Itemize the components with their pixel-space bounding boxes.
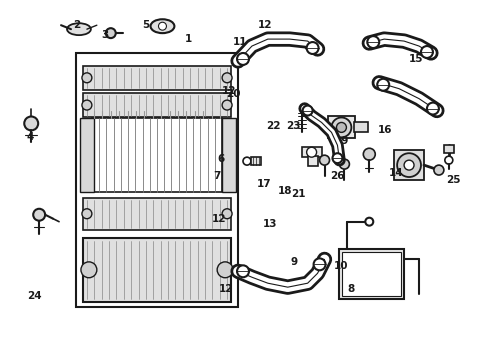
Circle shape: [24, 117, 38, 130]
Circle shape: [363, 148, 374, 160]
Bar: [307, 156, 317, 166]
Circle shape: [82, 100, 92, 110]
Circle shape: [222, 100, 232, 110]
Text: 1: 1: [184, 34, 192, 44]
Circle shape: [222, 73, 232, 83]
Text: 23: 23: [285, 121, 300, 131]
Bar: [301, 147, 321, 157]
Text: 8: 8: [347, 284, 354, 294]
Circle shape: [365, 218, 372, 226]
Circle shape: [82, 209, 92, 219]
Text: 12: 12: [218, 284, 233, 294]
Circle shape: [81, 262, 97, 278]
Circle shape: [331, 117, 351, 137]
Circle shape: [158, 22, 166, 30]
Circle shape: [376, 79, 388, 91]
Bar: [443, 145, 453, 153]
Text: 10: 10: [333, 261, 347, 271]
Text: 5: 5: [142, 19, 150, 30]
Bar: [339, 249, 403, 299]
Bar: [342, 252, 400, 296]
Circle shape: [237, 265, 248, 277]
Text: 14: 14: [388, 168, 403, 178]
Bar: [80, 118, 94, 192]
Bar: [327, 117, 355, 138]
Text: 26: 26: [329, 171, 344, 181]
Circle shape: [396, 153, 420, 177]
Text: 16: 16: [378, 125, 392, 135]
Circle shape: [313, 258, 325, 270]
Circle shape: [243, 157, 250, 165]
Circle shape: [82, 73, 92, 83]
Bar: [354, 122, 367, 132]
Circle shape: [426, 103, 438, 114]
Bar: [393, 150, 423, 180]
Circle shape: [366, 36, 379, 48]
Text: 9: 9: [290, 257, 297, 267]
Bar: [83, 93, 231, 117]
Text: 21: 21: [290, 189, 305, 199]
Text: 4: 4: [27, 132, 34, 142]
Circle shape: [420, 46, 432, 58]
Text: 17: 17: [256, 179, 271, 189]
Circle shape: [222, 209, 232, 219]
Text: 6: 6: [217, 154, 224, 163]
Text: 20: 20: [226, 89, 241, 99]
Text: 12: 12: [258, 19, 272, 30]
Text: 13: 13: [262, 219, 277, 229]
Circle shape: [403, 160, 413, 170]
Text: 12: 12: [221, 86, 236, 96]
Circle shape: [217, 262, 233, 278]
Text: 18: 18: [278, 186, 292, 196]
Text: 15: 15: [407, 54, 422, 64]
Text: 12: 12: [211, 213, 226, 224]
Bar: [83, 198, 231, 230]
Bar: [222, 118, 236, 192]
Circle shape: [33, 209, 45, 221]
Text: 11: 11: [232, 37, 246, 48]
Bar: [92, 118, 222, 192]
Text: 22: 22: [266, 121, 280, 131]
Bar: [76, 53, 238, 307]
Circle shape: [339, 159, 349, 169]
Circle shape: [332, 153, 342, 163]
Circle shape: [444, 156, 452, 164]
Circle shape: [306, 147, 316, 157]
Circle shape: [319, 155, 329, 165]
Circle shape: [105, 28, 116, 38]
Bar: [83, 66, 231, 90]
Ellipse shape: [150, 19, 174, 33]
Text: 25: 25: [446, 175, 460, 185]
Text: 7: 7: [213, 171, 221, 181]
Circle shape: [306, 42, 318, 54]
Circle shape: [302, 105, 312, 116]
Circle shape: [336, 122, 346, 132]
Text: 3: 3: [101, 30, 108, 40]
Text: 24: 24: [27, 291, 41, 301]
Circle shape: [237, 53, 248, 65]
Ellipse shape: [67, 23, 91, 35]
Text: 16: 16: [393, 39, 408, 49]
Bar: [250, 157, 261, 165]
Text: 2: 2: [73, 19, 80, 30]
Text: 19: 19: [334, 136, 348, 146]
Bar: [83, 238, 231, 302]
Circle shape: [433, 165, 443, 175]
